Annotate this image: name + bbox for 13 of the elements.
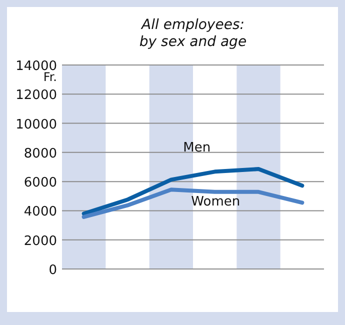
y-tick-label: 4000 [24,204,57,220]
y-tick-label: 8000 [24,146,57,162]
series-label: Women [191,194,240,210]
y-tick-label: 2000 [24,234,57,249]
series-label: Men [183,140,211,156]
chart-title: All employees: by sex and age [139,17,247,50]
y-tick-label: 10000 [16,117,57,132]
y-tick-label: 12000 [16,88,57,104]
line-series [82,167,304,216]
line-series [82,188,304,219]
y-tick-label: 6000 [24,176,57,191]
y-tick-label: 0 [48,263,57,278]
y-axis-title: Fr. [43,70,57,84]
